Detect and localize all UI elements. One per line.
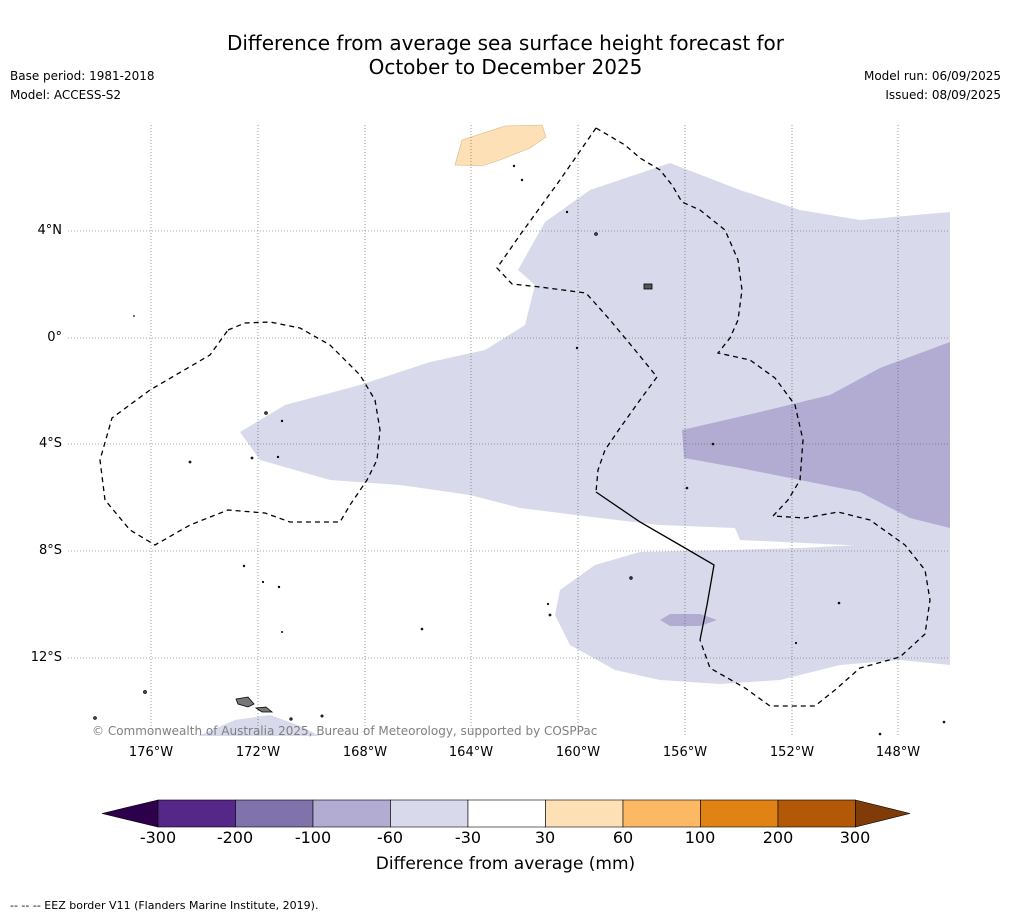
model-info: Base period: 1981-2018 Model: ACCESS-S2 [10, 67, 155, 105]
island-dot-29 [133, 315, 135, 317]
colorbar-tick-label: 30 [534, 828, 556, 847]
anomaly-region-positive [454, 124, 547, 167]
lon-label-172w: 172°W [235, 745, 281, 760]
colorbar-title: Difference from average (mm) [375, 854, 636, 874]
issued-date: Issued: 08/09/2025 [885, 88, 1001, 102]
island-dot-22 [280, 631, 283, 634]
colorbar-tick-label: 100 [684, 828, 716, 847]
model-run-date: Model run: 06/09/2025 [863, 69, 1001, 83]
island-dot-20 [261, 580, 265, 584]
island-dot-8 [512, 164, 516, 168]
colorbar-swatch [390, 799, 469, 828]
colorbar-tick-label: -300 [139, 828, 177, 847]
copyright-notice: © Commonwealth of Australia 2025, Bureau… [92, 724, 598, 738]
lat-label-0: 0° [47, 330, 62, 345]
colorbar-swatch [700, 799, 779, 828]
island-dot-28 [942, 720, 946, 724]
island-dot-21 [277, 585, 281, 589]
lat-label-4s: 4°S [38, 436, 62, 451]
island-dot-27 [878, 732, 882, 736]
lat-label-8s: 8°S [38, 543, 62, 558]
island-dot-7 [565, 210, 569, 214]
island-dot-26 [320, 714, 324, 718]
colorbar-tick-label: 300 [839, 828, 871, 847]
colorbar-swatch [777, 799, 856, 828]
island-dot-2 [280, 419, 284, 423]
lon-label-148w: 148°W [875, 745, 921, 760]
colorbar-swatch [467, 799, 546, 828]
title-line-1: Difference from average sea surface heig… [226, 31, 785, 55]
island-dot-19 [242, 564, 246, 568]
lon-label-164w: 164°W [448, 745, 494, 760]
island-dot-25 [289, 717, 293, 721]
anomaly-region-light-west-small [198, 715, 320, 736]
island-dot-12 [685, 486, 689, 490]
island-dot-10 [575, 346, 579, 350]
colorbar-swatch [312, 799, 391, 828]
island-dot-13 [629, 576, 633, 580]
lon-label-152w: 152°W [769, 745, 815, 760]
colorbar-tick-label: -30 [454, 828, 482, 847]
island-dot-15 [546, 602, 550, 606]
eez-borders [99, 127, 931, 707]
colorbar-tick-label: -100 [294, 828, 332, 847]
colorbar-tick-label: 60 [612, 828, 634, 847]
colorbar-tick-label: -60 [376, 828, 404, 847]
model-name: Model: ACCESS-S2 [10, 88, 122, 102]
colorbar-tick-label: 200 [762, 828, 794, 847]
colorbar-swatch [235, 799, 314, 828]
islands [93, 164, 946, 736]
island-dot-4 [250, 456, 254, 460]
colorbar-extension-low [101, 799, 159, 828]
anomaly-region-light-north [240, 163, 950, 550]
title-line-2: October to December 2025 [368, 55, 643, 79]
anomaly-region-medium-east [682, 342, 950, 528]
colorbar-extension-high [855, 799, 911, 828]
lat-label-12s: 12°S [30, 650, 62, 665]
colorbar-tick-label: -200 [216, 828, 254, 847]
colorbar [101, 799, 911, 828]
island-upolu [235, 696, 255, 708]
island-dot-3 [188, 460, 192, 464]
island-dot-9 [520, 178, 524, 182]
eez-border-solid-segment [595, 491, 715, 641]
island-dot-23 [143, 690, 147, 694]
island-dot-1 [264, 411, 268, 415]
island-dot-17 [794, 641, 798, 645]
eez-border-kiribati-line [595, 127, 931, 707]
base-period: Base period: 1981-2018 [10, 69, 155, 83]
lat-label-4n: 4°N [37, 223, 63, 238]
lon-label-176w: 176°W [128, 745, 174, 760]
colorbar-swatch [622, 799, 701, 828]
eez-border-tokelau [99, 321, 381, 546]
island-dot-5 [276, 455, 280, 459]
lon-label-156w: 156°W [662, 745, 708, 760]
run-info: Model run: 06/09/2025 Issued: 08/09/2025 [864, 67, 1001, 105]
colorbar-swatch [545, 799, 624, 828]
colorbar-swatch [157, 799, 236, 828]
island-savaii [254, 706, 274, 713]
lon-label-168w: 168°W [342, 745, 388, 760]
gridlines [68, 125, 950, 737]
map-title: Difference from average sea surface heig… [0, 31, 1011, 79]
island-kiritimati [643, 283, 653, 290]
island-dot-24 [93, 716, 97, 720]
anomaly-region-light-south [555, 545, 950, 684]
island-dot-16 [837, 601, 841, 605]
lon-label-160w: 160°W [555, 745, 601, 760]
island-dot-11 [711, 442, 715, 446]
island-dot-6 [594, 232, 598, 236]
eez-border-kiribati-north-west [496, 127, 658, 493]
eez-footnote: -- -- -- EEZ border V11 (Flanders Marine… [10, 899, 319, 912]
island-dot-18 [420, 627, 424, 631]
island-dot-14 [548, 613, 552, 617]
